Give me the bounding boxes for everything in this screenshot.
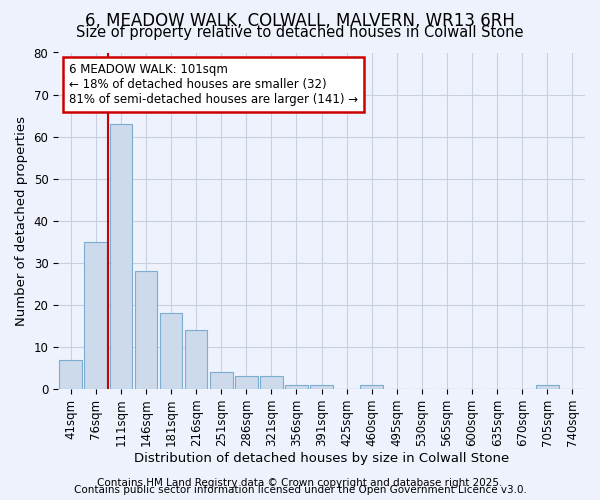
Bar: [536, 385, 559, 389]
Bar: [134, 272, 157, 389]
Bar: [285, 385, 308, 389]
Bar: [160, 314, 182, 389]
Text: Contains public sector information licensed under the Open Government Licence v3: Contains public sector information licen…: [74, 485, 526, 495]
Bar: [210, 372, 233, 389]
Bar: [361, 385, 383, 389]
Bar: [110, 124, 132, 389]
Bar: [85, 242, 107, 389]
Text: 6 MEADOW WALK: 101sqm
← 18% of detached houses are smaller (32)
81% of semi-deta: 6 MEADOW WALK: 101sqm ← 18% of detached …: [68, 62, 358, 106]
Bar: [310, 385, 333, 389]
Text: Size of property relative to detached houses in Colwall Stone: Size of property relative to detached ho…: [76, 25, 524, 40]
Text: Contains HM Land Registry data © Crown copyright and database right 2025.: Contains HM Land Registry data © Crown c…: [97, 478, 503, 488]
Bar: [235, 376, 257, 389]
Y-axis label: Number of detached properties: Number of detached properties: [15, 116, 28, 326]
Bar: [260, 376, 283, 389]
Bar: [59, 360, 82, 389]
Bar: [185, 330, 208, 389]
Text: 6, MEADOW WALK, COLWALL, MALVERN, WR13 6RH: 6, MEADOW WALK, COLWALL, MALVERN, WR13 6…: [85, 12, 515, 30]
X-axis label: Distribution of detached houses by size in Colwall Stone: Distribution of detached houses by size …: [134, 452, 509, 465]
